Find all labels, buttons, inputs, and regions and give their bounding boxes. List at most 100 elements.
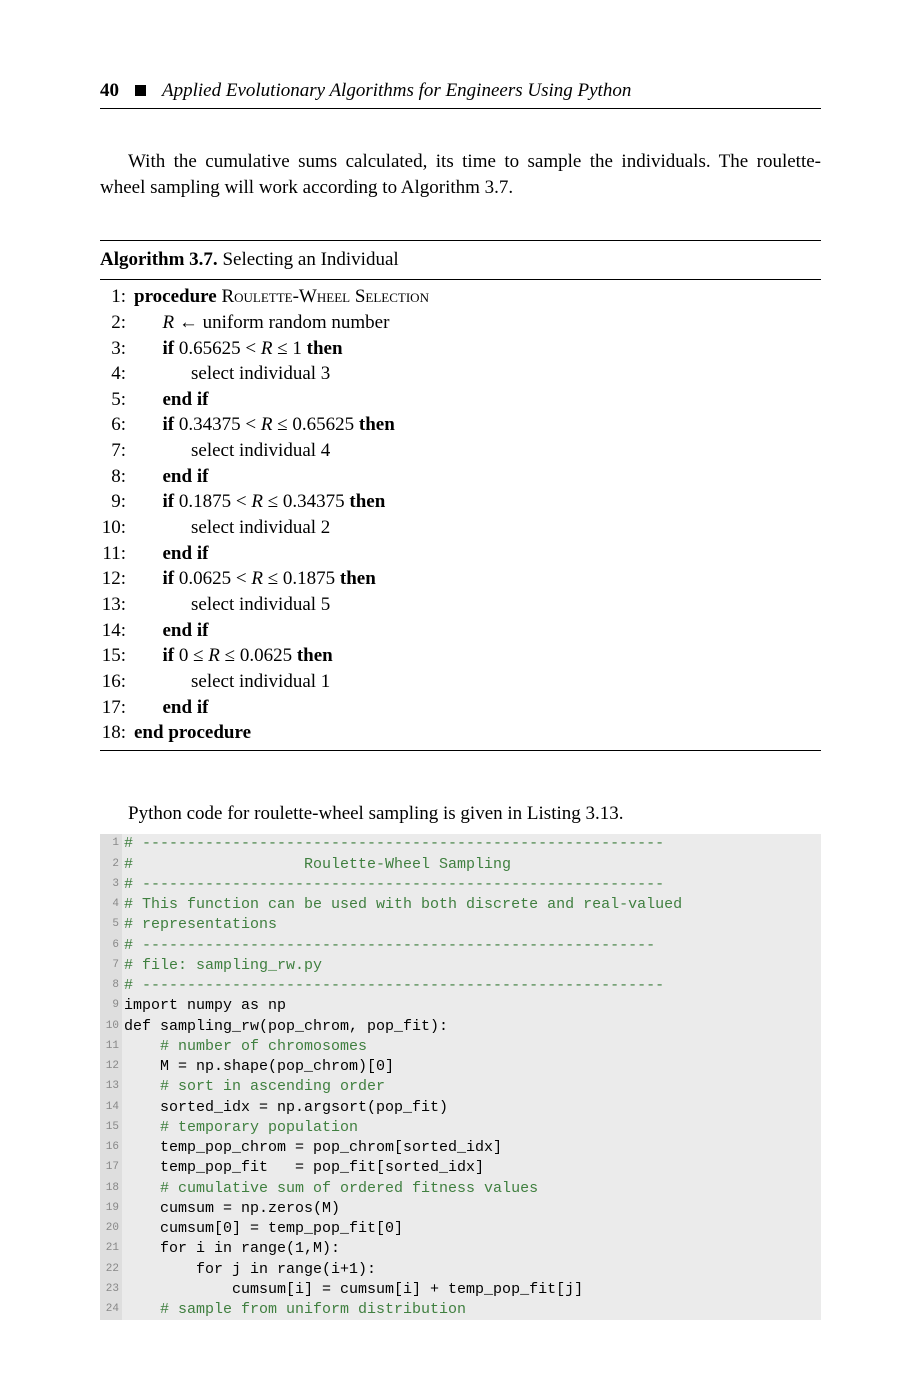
algorithm-line: 8: end if [100,464,821,490]
code-comment: # file: sampling_rw.py [122,956,322,976]
code-line-number: 17 [100,1158,122,1178]
algorithm-line: 1:procedure Roulette-Wheel Selection [100,284,821,310]
algorithm-line-number: 17: [100,695,134,721]
code-line-number: 6 [100,936,122,956]
code-text: for i in range(1,M): [122,1239,340,1259]
code-line-number: 11 [100,1037,122,1057]
algorithm-caption-text: Selecting an Individual [218,249,399,270]
code-comment: # number of chromosomes [122,1037,367,1057]
code-line-number: 7 [100,956,122,976]
algorithm-line: 13: select individual 5 [100,592,821,618]
algorithm-line-number: 7: [100,438,134,464]
code-line: 17 temp_pop_fit = pop_fit[sorted_idx] [100,1158,821,1178]
code-line: 21 for i in range(1,M): [100,1239,821,1259]
algorithm-line-number: 4: [100,361,134,387]
algorithm-line-text: end if [134,618,208,644]
algorithm-caption: Algorithm 3.7. Selecting an Individual [100,247,821,275]
page-header: 40 Applied Evolutionary Algorithms for E… [100,80,821,109]
algorithm-line-number: 1: [100,284,134,310]
code-line: 4# This function can be used with both d… [100,895,821,915]
algorithm-line-text: select individual 3 [134,361,330,387]
code-intro-paragraph: Python code for roulette-wheel sampling … [100,801,821,827]
code-line-number: 18 [100,1179,122,1199]
algorithm-line: 5: end if [100,387,821,413]
code-line-number: 19 [100,1199,122,1219]
algorithm-line-number: 8: [100,464,134,490]
code-text: temp_pop_fit = pop_fit[sorted_idx] [122,1158,484,1178]
header-square-icon [135,85,146,96]
code-comment: # --------------------------------------… [122,834,664,854]
algorithm-line-number: 16: [100,669,134,695]
code-line: 7# file: sampling_rw.py [100,956,821,976]
algorithm-block: Algorithm 3.7. Selecting an Individual 1… [100,240,821,751]
code-comment: # cumulative sum of ordered fitness valu… [122,1179,538,1199]
algorithm-line-number: 14: [100,618,134,644]
code-line: 14 sorted_idx = np.argsort(pop_fit) [100,1098,821,1118]
algorithm-line: 12: if 0.0625 < R ≤ 0.1875 then [100,566,821,592]
code-line: 13 # sort in ascending order [100,1077,821,1097]
code-line: 23 cumsum[i] = cumsum[i] + temp_pop_fit[… [100,1280,821,1300]
intro-paragraph: With the cumulative sums calculated, its… [100,149,821,200]
algorithm-line-text: procedure Roulette-Wheel Selection [134,284,429,310]
code-line: 1# -------------------------------------… [100,834,821,854]
algorithm-line: 14: end if [100,618,821,644]
code-text: for j in range(i+1): [122,1260,376,1280]
code-comment: # temporary population [122,1118,358,1138]
code-line: 24 # sample from uniform distribution [100,1300,821,1320]
code-text: cumsum[i] = cumsum[i] + temp_pop_fit[j] [122,1280,583,1300]
algorithm-line: 10: select individual 2 [100,515,821,541]
algorithm-line-number: 9: [100,489,134,515]
code-line-number: 2 [100,855,122,875]
code-line: 20 cumsum[0] = temp_pop_fit[0] [100,1219,821,1239]
algorithm-line: 15: if 0 ≤ R ≤ 0.0625 then [100,643,821,669]
code-text: M = np.shape(pop_chrom)[0] [122,1057,394,1077]
code-line-number: 15 [100,1118,122,1138]
code-line-number: 12 [100,1057,122,1077]
algorithm-line: 6: if 0.34375 < R ≤ 0.65625 then [100,412,821,438]
algo-rule-bot [100,750,821,751]
code-text: cumsum = np.zeros(M) [122,1199,340,1219]
code-line: 8# -------------------------------------… [100,976,821,996]
code-line-number: 24 [100,1300,122,1320]
code-line: 3# -------------------------------------… [100,875,821,895]
code-line: 5# representations [100,915,821,935]
code-comment: # sort in ascending order [122,1077,385,1097]
algorithm-line: 11: end if [100,541,821,567]
code-comment: # --------------------------------------… [122,936,655,956]
algorithm-line-text: end if [134,387,208,413]
code-comment: # representations [122,915,277,935]
algorithm-line-text: select individual 2 [134,515,330,541]
code-text: temp_pop_chrom = pop_chrom[sorted_idx] [122,1138,502,1158]
code-text: import numpy as np [122,996,286,1016]
algo-rule-mid [100,279,821,280]
algorithm-body: 1:procedure Roulette-Wheel Selection2: R… [100,284,821,746]
code-listing: 1# -------------------------------------… [100,834,821,1320]
algorithm-line-text: select individual 5 [134,592,330,618]
algorithm-line-number: 3: [100,336,134,362]
algorithm-line-number: 18: [100,720,134,746]
code-line-number: 3 [100,875,122,895]
code-line: 19 cumsum = np.zeros(M) [100,1199,821,1219]
code-line: 6# -------------------------------------… [100,936,821,956]
algorithm-line-text: if 0.1875 < R ≤ 0.34375 then [134,489,385,515]
code-line: 9import numpy as np [100,996,821,1016]
code-line: 11 # number of chromosomes [100,1037,821,1057]
algorithm-line: 3: if 0.65625 < R ≤ 1 then [100,336,821,362]
algorithm-line-text: end if [134,541,208,567]
algorithm-line-text: select individual 4 [134,438,330,464]
algorithm-line-number: 13: [100,592,134,618]
algorithm-line-number: 10: [100,515,134,541]
algorithm-line-text: if 0.65625 < R ≤ 1 then [134,336,343,362]
code-line-number: 4 [100,895,122,915]
algorithm-line-text: if 0 ≤ R ≤ 0.0625 then [134,643,333,669]
algo-rule-top [100,240,821,241]
code-line: 10def sampling_rw(pop_chrom, pop_fit): [100,1017,821,1037]
code-comment: # sample from uniform distribution [122,1300,466,1320]
code-line-number: 10 [100,1017,122,1037]
code-line: 18 # cumulative sum of ordered fitness v… [100,1179,821,1199]
algorithm-line: 17: end if [100,695,821,721]
running-title: Applied Evolutionary Algorithms for Engi… [162,80,631,102]
algorithm-line-number: 5: [100,387,134,413]
code-line: 22 for j in range(i+1): [100,1260,821,1280]
code-line-number: 1 [100,834,122,854]
